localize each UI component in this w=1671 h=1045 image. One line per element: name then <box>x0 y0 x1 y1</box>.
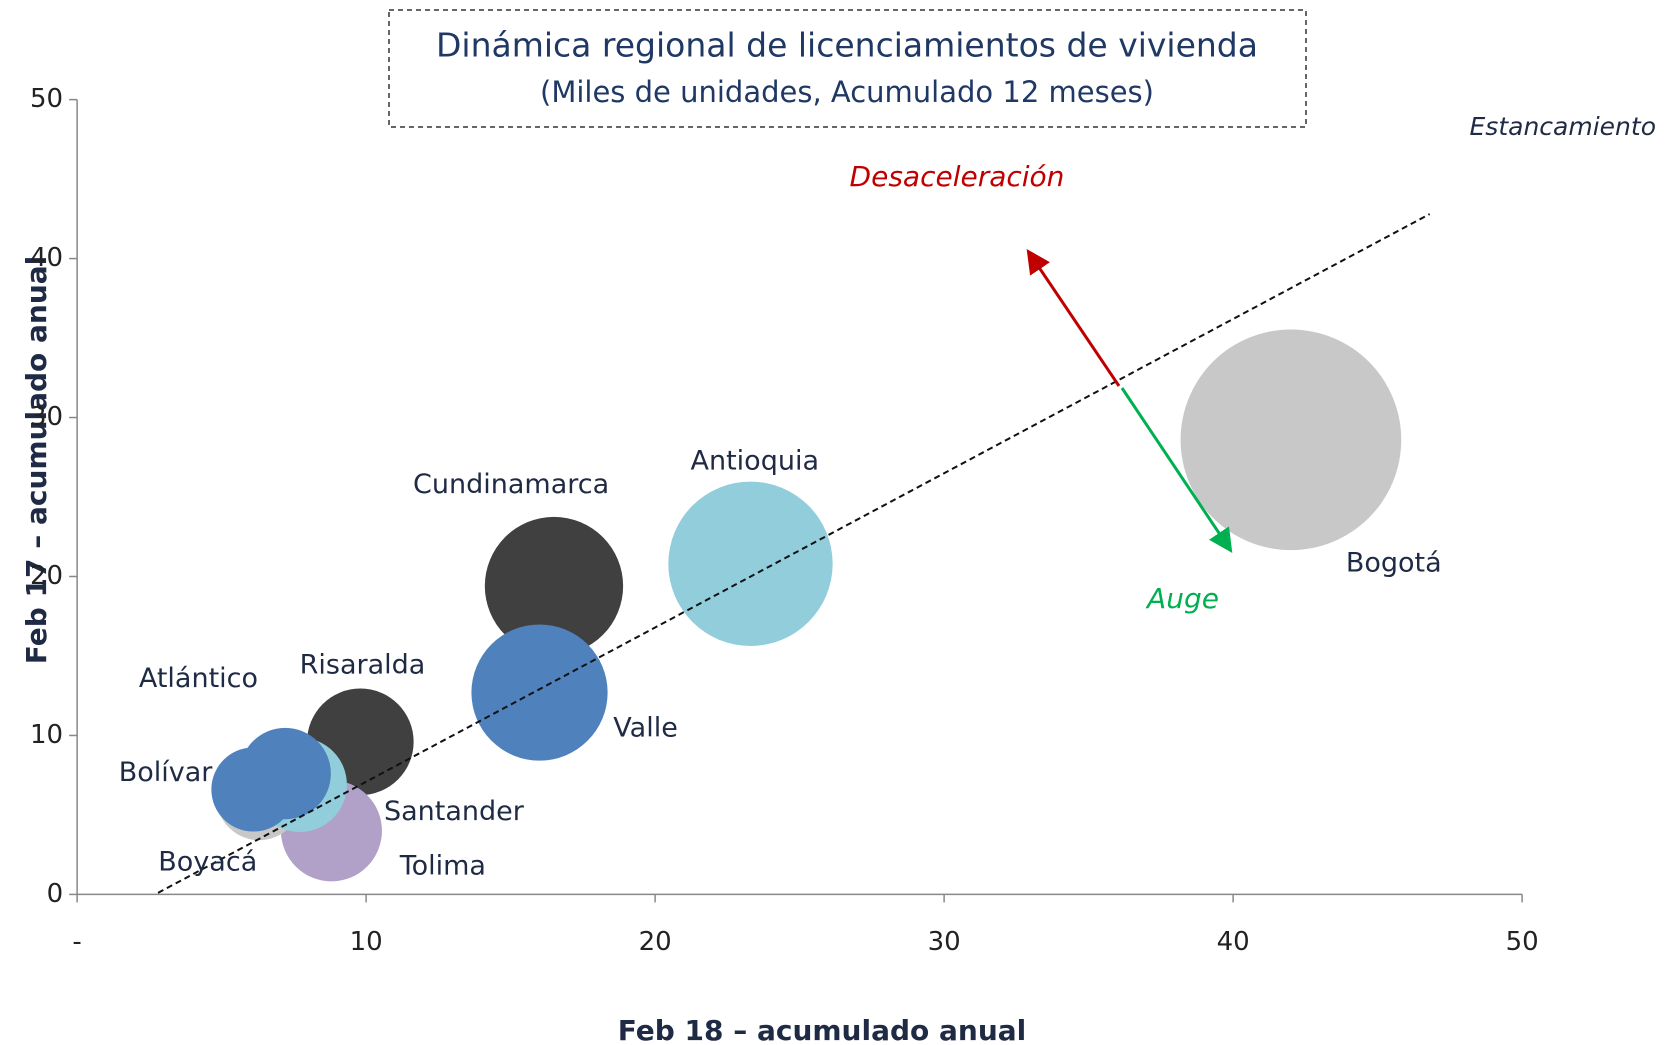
y-tick-label: 0 <box>47 879 64 909</box>
bubble <box>484 516 624 656</box>
x-tick-label: 50 <box>1506 927 1539 957</box>
annotation: Auge <box>1145 582 1219 615</box>
x-tick-label: 10 <box>350 927 383 957</box>
plot-area: 0 10 20 30 40 50 - 10 20 30 40 50 Bogotá Antioquia Cun… <box>30 84 1539 957</box>
point-label: Atlántico <box>139 663 258 694</box>
arrow <box>1120 387 1233 553</box>
arrow <box>1026 249 1121 387</box>
x-tick-label: 40 <box>1217 927 1250 957</box>
bubble <box>471 624 608 761</box>
y-tick-label: 10 <box>30 720 63 750</box>
x-tick-label: 30 <box>928 927 961 957</box>
y-tick-label: 50 <box>30 84 63 114</box>
bubble <box>211 747 296 832</box>
point-label: Cundinamarca <box>413 469 609 500</box>
point-label: Bogotá <box>1346 548 1442 579</box>
annotation: Estancamiento <box>1470 112 1656 141</box>
x-tick-label: - <box>72 927 81 957</box>
bubble <box>1180 329 1402 551</box>
title-box <box>388 9 1307 128</box>
chart-subtitle: (Miles de unidades, Acumulado 12 meses) <box>540 75 1154 109</box>
point-label: Risaralda <box>300 649 426 680</box>
point-label: Santander <box>384 796 525 827</box>
point-label: Boyacá <box>158 846 257 877</box>
point-label: Tolima <box>399 851 486 882</box>
trend-line <box>157 213 1431 894</box>
x-axis-label: Feb 18 – acumulado anual <box>618 1014 1027 1045</box>
bubble <box>668 481 833 646</box>
y-axis-label: Feb 17 – acumulado anual <box>20 256 53 665</box>
y-tick-label: 40 <box>30 243 63 273</box>
annotation: Desaceleración <box>850 160 1065 193</box>
point-label: Bolívar <box>119 757 214 788</box>
point-label: Antioquia <box>691 446 820 477</box>
point-label: Valle <box>613 712 678 743</box>
chart-title: Dinámica regional de licenciamientos de … <box>436 26 1258 65</box>
x-tick-label: 20 <box>639 927 672 957</box>
y-tick-label: 20 <box>30 561 63 591</box>
y-tick-label: 30 <box>30 402 63 432</box>
